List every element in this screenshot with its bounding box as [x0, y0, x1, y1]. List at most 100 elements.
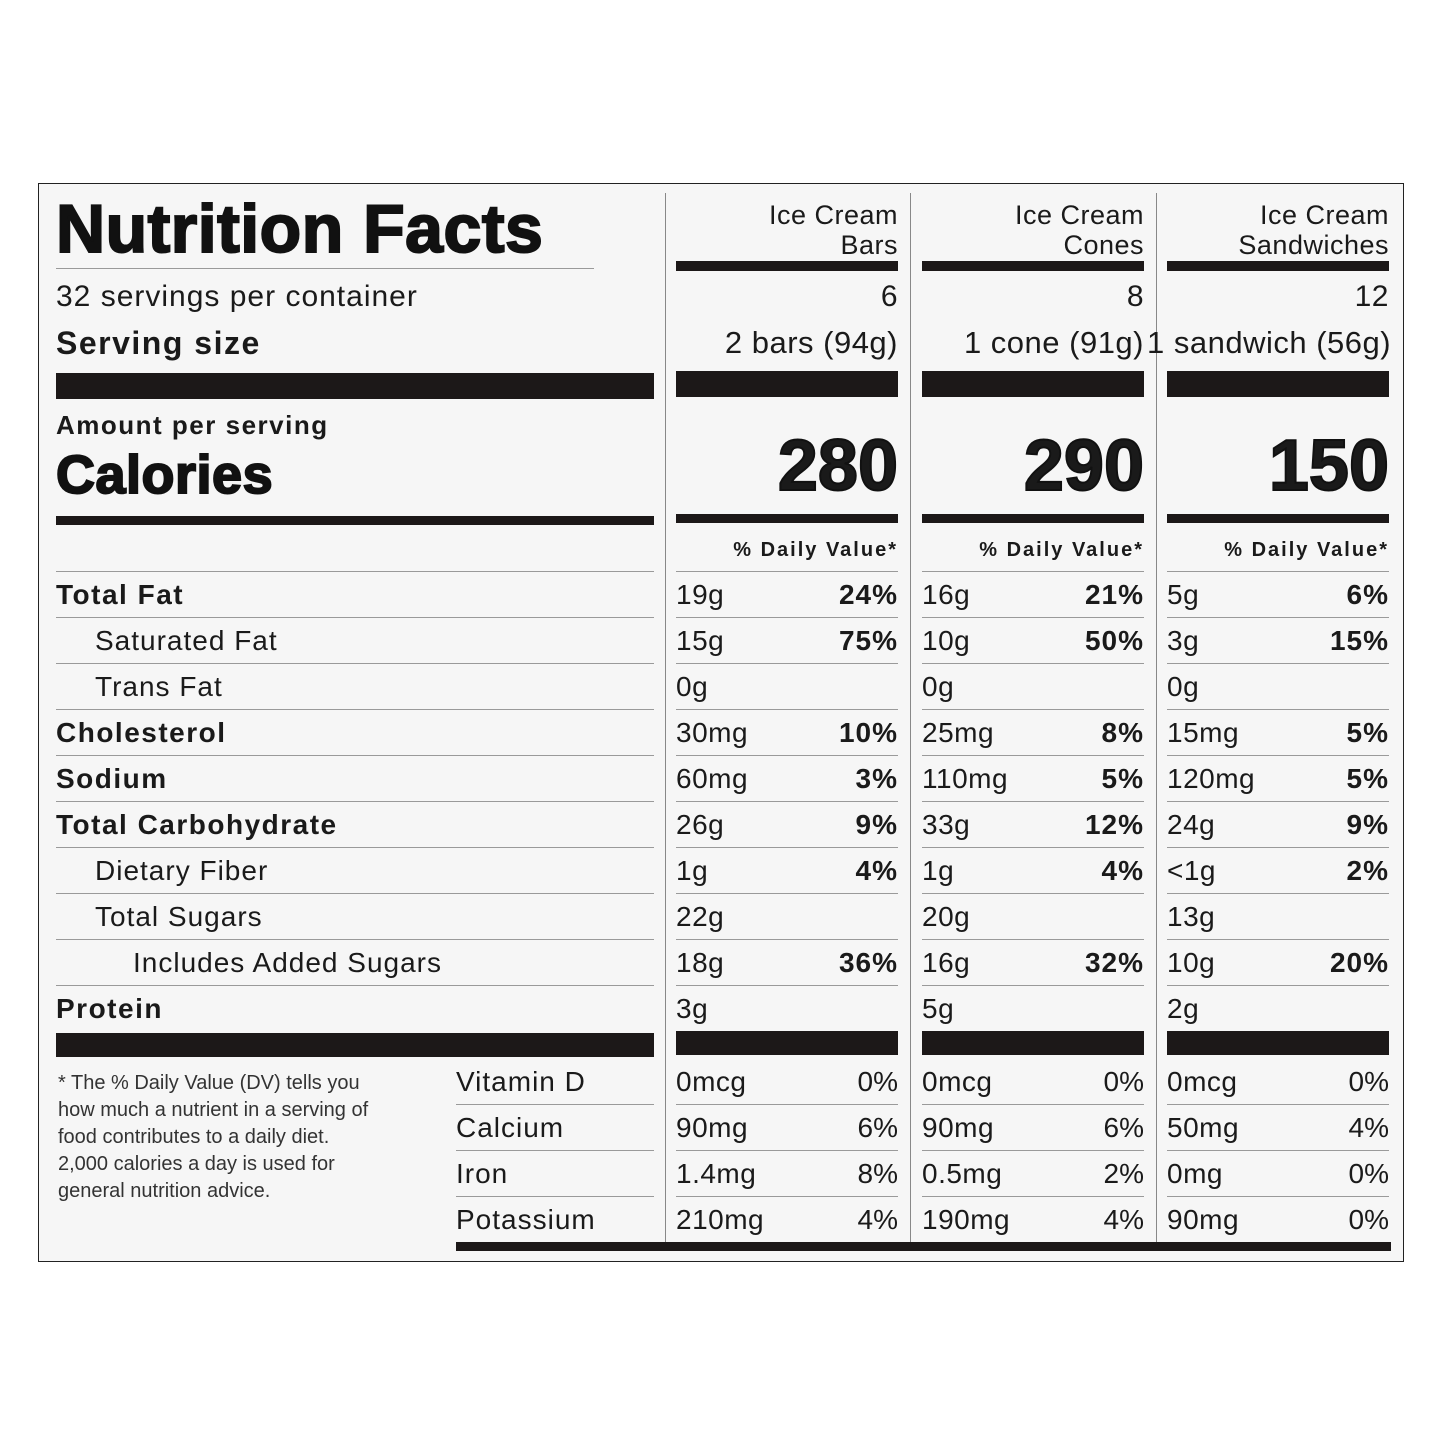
nutrient-daily-value: 32% [1084, 947, 1144, 978]
nutrient-daily-value: 2% [1346, 855, 1389, 886]
column-divider [910, 193, 911, 1243]
nutrient-label: Total Carbohydrate [56, 809, 338, 840]
nutrient-amount: 10g [1167, 947, 1216, 978]
row-rule [676, 985, 898, 986]
vitamin-amount: 50mg [1167, 1112, 1240, 1143]
vitamin-daily-value: 4% [857, 1204, 898, 1235]
column-header: Ice Cream Cones [1014, 200, 1144, 260]
nutrient-amount: 0g [1167, 671, 1200, 702]
thick-rule [922, 1031, 1144, 1055]
vitamin-daily-value: 6% [1103, 1112, 1144, 1143]
nutrient-daily-value: 12% [1084, 809, 1144, 840]
row-rule [1167, 1104, 1389, 1105]
row-rule [922, 1150, 1144, 1151]
nutrient-amount: 0g [676, 671, 709, 702]
nutrition-facts-panel [38, 183, 1404, 1262]
nutrient-daily-value: 5% [1346, 763, 1389, 794]
nutrient-amount: 5g [1167, 579, 1200, 610]
nutrient-label: Includes Added Sugars [133, 947, 442, 978]
nutrient-daily-value: 50% [1084, 625, 1144, 656]
row-rule [922, 847, 1144, 848]
vitamin-label: Vitamin D [456, 1066, 586, 1097]
thick-rule [922, 371, 1144, 397]
serving-size-value: 1 cone (91g) [963, 325, 1144, 360]
row-rule [676, 663, 898, 664]
vitamin-daily-value: 0% [1103, 1066, 1144, 1097]
nutrient-label: Saturated Fat [95, 625, 278, 656]
nutrient-daily-value: 5% [1101, 763, 1144, 794]
column-divider [1156, 193, 1157, 1243]
nutrient-amount: 1g [922, 855, 955, 886]
vitamin-daily-value: 0% [1348, 1204, 1389, 1235]
row-rule [56, 709, 654, 710]
vitamin-daily-value: 0% [1348, 1158, 1389, 1189]
row-rule [56, 985, 654, 986]
row-rule [1167, 893, 1389, 894]
vitamin-amount: 0mg [1167, 1158, 1223, 1189]
servings-per-container: 32 servings per container [56, 280, 418, 313]
row-rule [922, 939, 1144, 940]
row-rule [456, 1150, 654, 1151]
vitamin-amount: 1.4mg [676, 1158, 757, 1189]
amount-per-serving-label: Amount per serving [56, 410, 329, 440]
nutrient-daily-value: 75% [838, 625, 898, 656]
row-rule [456, 1196, 654, 1197]
calories-value: 150 [1268, 425, 1390, 507]
nutrient-amount: 22g [676, 901, 725, 932]
row-rule [1167, 571, 1389, 572]
row-rule [56, 801, 654, 802]
row-rule [676, 617, 898, 618]
medium-rule [922, 514, 1144, 523]
servings-count: 8 [1126, 280, 1144, 313]
row-rule [676, 571, 898, 572]
nutrient-label: Dietary Fiber [95, 855, 269, 886]
vitamin-amount: 90mg [922, 1112, 995, 1143]
row-rule [56, 755, 654, 756]
nutrient-label: Trans Fat [95, 671, 223, 702]
row-rule [922, 985, 1144, 986]
nutrient-amount: 15mg [1167, 717, 1240, 748]
nutrient-label: Protein [56, 993, 163, 1024]
vitamin-daily-value: 2% [1103, 1158, 1144, 1189]
nutrient-amount: 10g [922, 625, 971, 656]
nutrient-amount: 13g [1167, 901, 1216, 932]
nutrient-amount: 18g [676, 947, 725, 978]
nutrient-daily-value: 10% [838, 717, 898, 748]
thick-rule [1167, 1031, 1389, 1055]
nutrient-label: Total Fat [56, 579, 185, 610]
row-rule [676, 1150, 898, 1151]
row-rule [922, 801, 1144, 802]
servings-count: 6 [880, 280, 898, 313]
vitamin-amount: 90mg [676, 1112, 749, 1143]
column-header-rule [1167, 261, 1389, 271]
nutrient-daily-value: 21% [1084, 579, 1144, 610]
nutrient-amount: 20g [922, 901, 971, 932]
row-rule [1167, 939, 1389, 940]
row-rule [1167, 847, 1389, 848]
nutrient-amount: 15g [676, 625, 725, 656]
vitamin-daily-value: 0% [1348, 1066, 1389, 1097]
vitamin-daily-value: 8% [857, 1158, 898, 1189]
bottom-rule [456, 1242, 1391, 1251]
row-rule [1167, 1150, 1389, 1151]
column-header-rule [676, 261, 898, 271]
row-rule [1167, 617, 1389, 618]
nutrient-amount: 16g [922, 579, 971, 610]
nutrient-amount: 1g [676, 855, 709, 886]
vitamin-amount: 210mg [676, 1204, 765, 1235]
nutrient-amount: 24g [1167, 809, 1216, 840]
nutrient-amount: 3g [1167, 625, 1200, 656]
row-rule [922, 709, 1144, 710]
medium-rule [56, 516, 654, 525]
vitamin-label: Calcium [456, 1112, 565, 1143]
vitamin-amount: 0mcg [676, 1066, 747, 1097]
rule [56, 268, 594, 269]
column-divider [665, 193, 666, 1243]
calories-value: 290 [1023, 425, 1145, 507]
row-rule [922, 1196, 1144, 1197]
thick-rule [676, 1031, 898, 1055]
row-rule [922, 617, 1144, 618]
vitamin-daily-value: 6% [857, 1112, 898, 1143]
nutrient-daily-value: 4% [1101, 855, 1144, 886]
column-header: Ice Cream Bars [768, 200, 898, 260]
